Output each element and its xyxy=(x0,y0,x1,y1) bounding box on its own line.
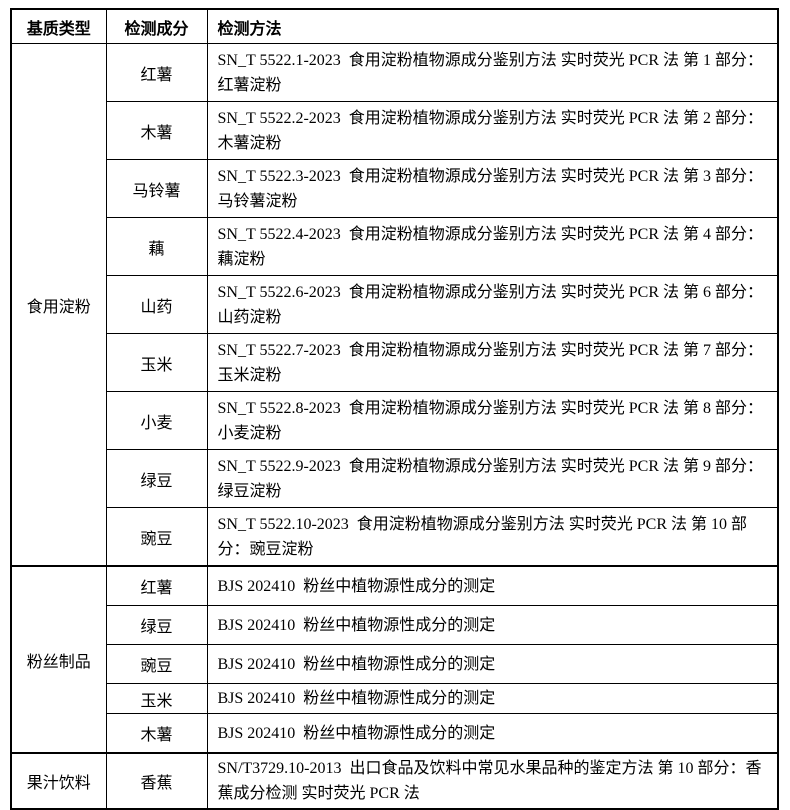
table-row: 果汁饮料 香蕉 SN/T3729.10-2013 出口食品及饮料中常见水果品种的… xyxy=(10,752,779,810)
component-cell: 小麦 xyxy=(105,391,208,450)
component-cell: 玉米 xyxy=(105,333,208,392)
method-cell: BJS 202410 粉丝中植物源性成分的测定 xyxy=(206,605,779,645)
table-row: 藕 SN_T 5522.4-2023 食用淀粉植物源成分鉴别方法 实时荧光 PC… xyxy=(11,217,779,276)
method-cell: SN_T 5522.7-2023 食用淀粉植物源成分鉴别方法 实时荧光 PCR … xyxy=(206,333,779,392)
method-cell: BJS 202410 粉丝中植物源性成分的测定 xyxy=(206,713,779,754)
detection-methods-table: 基质类型 检测成分 检测方法 食用淀粉 红薯 SN_T 5522.1-2023 … xyxy=(10,8,779,810)
col-header-component: 检测成分 xyxy=(105,8,208,44)
col-header-method: 检测方法 xyxy=(206,8,779,44)
matrix-cell-edible-starch: 食用淀粉 xyxy=(10,43,107,567)
method-cell: SN_T 5522.8-2023 食用淀粉植物源成分鉴别方法 实时荧光 PCR … xyxy=(206,391,779,450)
table-row: 山药 SN_T 5522.6-2023 食用淀粉植物源成分鉴别方法 实时荧光 P… xyxy=(11,275,779,334)
method-cell: BJS 202410 粉丝中植物源性成分的测定 xyxy=(206,565,779,606)
component-cell: 绿豆 xyxy=(105,449,208,508)
component-cell: 玉米 xyxy=(105,683,208,714)
table-row: 玉米 BJS 202410 粉丝中植物源性成分的测定 xyxy=(11,683,779,714)
method-cell: BJS 202410 粉丝中植物源性成分的测定 xyxy=(206,683,779,714)
component-cell: 红薯 xyxy=(105,43,208,102)
component-cell: 木薯 xyxy=(105,101,208,160)
component-cell: 马铃薯 xyxy=(105,159,208,218)
table-row: 绿豆 SN_T 5522.9-2023 食用淀粉植物源成分鉴别方法 实时荧光 P… xyxy=(11,449,779,508)
table-row: 马铃薯 SN_T 5522.3-2023 食用淀粉植物源成分鉴别方法 实时荧光 … xyxy=(11,159,779,218)
component-cell: 绿豆 xyxy=(105,605,208,645)
method-cell: SN_T 5522.9-2023 食用淀粉植物源成分鉴别方法 实时荧光 PCR … xyxy=(206,449,779,508)
method-cell: SN/T3729.10-2013 出口食品及饮料中常见水果品种的鉴定方法 第 1… xyxy=(206,752,779,810)
matrix-cell-vermicelli: 粉丝制品 xyxy=(10,565,107,754)
header-row: 基质类型 检测成分 检测方法 xyxy=(10,8,779,44)
table-row: 豌豆 BJS 202410 粉丝中植物源性成分的测定 xyxy=(11,644,779,684)
component-cell: 豌豆 xyxy=(105,507,208,567)
table-row: 绿豆 BJS 202410 粉丝中植物源性成分的测定 xyxy=(11,605,779,645)
table-row: 玉米 SN_T 5522.7-2023 食用淀粉植物源成分鉴别方法 实时荧光 P… xyxy=(11,333,779,392)
component-cell: 木薯 xyxy=(105,713,208,754)
table-row: 粉丝制品 红薯 BJS 202410 粉丝中植物源性成分的测定 xyxy=(10,565,779,754)
method-cell: BJS 202410 粉丝中植物源性成分的测定 xyxy=(206,644,779,684)
table-row: 豌豆 SN_T 5522.10-2023 食用淀粉植物源成分鉴别方法 实时荧光 … xyxy=(11,507,779,567)
component-cell: 香蕉 xyxy=(105,752,208,810)
method-cell: SN_T 5522.2-2023 食用淀粉植物源成分鉴别方法 实时荧光 PCR … xyxy=(206,101,779,160)
component-cell: 山药 xyxy=(105,275,208,334)
page: 基质类型 检测成分 检测方法 食用淀粉 红薯 SN_T 5522.1-2023 … xyxy=(10,8,779,810)
matrix-cell-juice-drink: 果汁饮料 xyxy=(10,752,107,810)
table-row: 木薯 SN_T 5522.2-2023 食用淀粉植物源成分鉴别方法 实时荧光 P… xyxy=(11,101,779,160)
component-cell: 藕 xyxy=(105,217,208,276)
method-cell: SN_T 5522.10-2023 食用淀粉植物源成分鉴别方法 实时荧光 PCR… xyxy=(206,507,779,567)
col-header-matrix-type: 基质类型 xyxy=(10,8,107,44)
method-cell: SN_T 5522.4-2023 食用淀粉植物源成分鉴别方法 实时荧光 PCR … xyxy=(206,217,779,276)
component-cell: 豌豆 xyxy=(105,644,208,684)
method-cell: SN_T 5522.3-2023 食用淀粉植物源成分鉴别方法 实时荧光 PCR … xyxy=(206,159,779,218)
component-cell: 红薯 xyxy=(105,565,208,606)
method-cell: SN_T 5522.6-2023 食用淀粉植物源成分鉴别方法 实时荧光 PCR … xyxy=(206,275,779,334)
method-cell: SN_T 5522.1-2023 食用淀粉植物源成分鉴别方法 实时荧光 PCR … xyxy=(206,43,779,102)
table-row: 小麦 SN_T 5522.8-2023 食用淀粉植物源成分鉴别方法 实时荧光 P… xyxy=(11,391,779,450)
table-row: 木薯 BJS 202410 粉丝中植物源性成分的测定 xyxy=(11,713,779,754)
table-row: 食用淀粉 红薯 SN_T 5522.1-2023 食用淀粉植物源成分鉴别方法 实… xyxy=(10,43,779,567)
